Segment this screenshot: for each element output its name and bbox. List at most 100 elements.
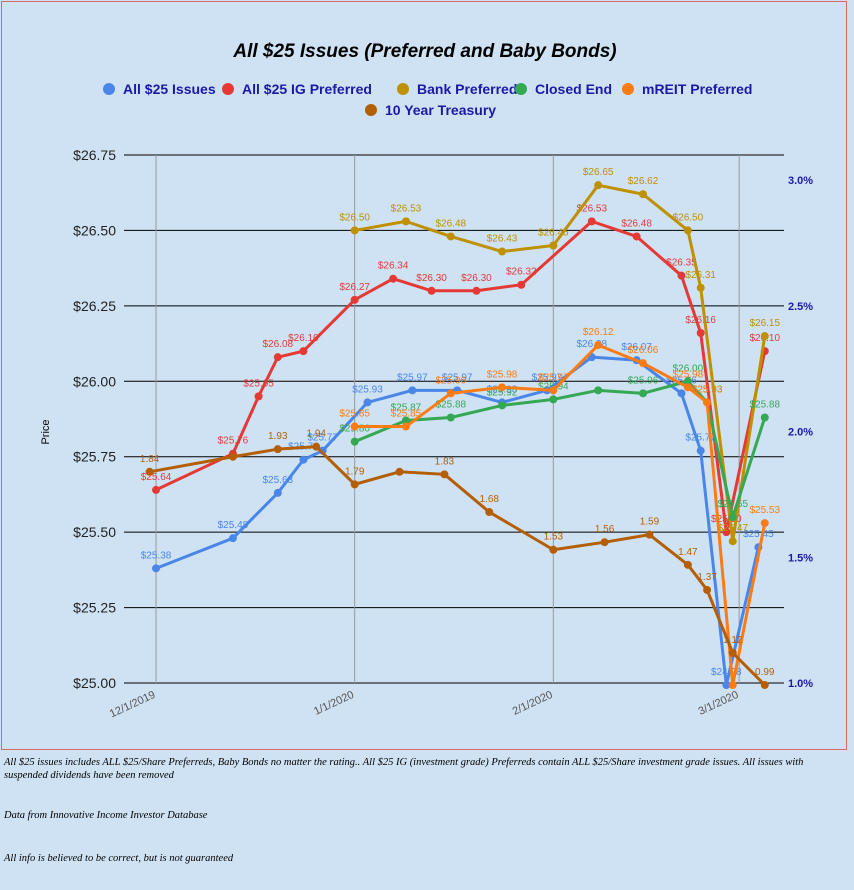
y-tick-label: $25.50 bbox=[73, 524, 116, 540]
data-label: $25.98 bbox=[487, 369, 518, 380]
data-label: $26.08 bbox=[576, 339, 607, 350]
data-label: 0.99 bbox=[755, 667, 775, 678]
data-point bbox=[299, 347, 308, 356]
data-point bbox=[677, 389, 686, 398]
data-label: $25.77 bbox=[685, 433, 716, 444]
data-label: $26.10 bbox=[288, 333, 319, 344]
y2-tick-label: 2.5% bbox=[788, 301, 813, 313]
data-label: $25.77 bbox=[307, 433, 338, 444]
data-point bbox=[639, 190, 648, 199]
y-tick-label: $25.00 bbox=[73, 675, 116, 691]
data-point bbox=[645, 530, 654, 539]
data-label: $25.95 bbox=[243, 378, 274, 389]
data-point bbox=[273, 488, 282, 497]
data-label: $26.06 bbox=[628, 345, 659, 356]
data-point bbox=[395, 467, 404, 476]
legend-label-3: Bank Preferred bbox=[417, 81, 517, 97]
data-point bbox=[549, 545, 558, 554]
legend-marker-1 bbox=[103, 83, 115, 95]
data-point bbox=[350, 422, 359, 431]
data-label: $26.48 bbox=[435, 218, 466, 229]
data-label: $25.96 bbox=[435, 375, 466, 386]
data-label: $25.48 bbox=[218, 520, 249, 531]
chart-title: All $25 Issues (Preferred and Baby Bonds… bbox=[232, 41, 616, 62]
series-line-6 bbox=[149, 445, 766, 687]
data-point bbox=[401, 422, 410, 431]
data-point bbox=[639, 389, 648, 398]
y-tick-label: $26.75 bbox=[73, 147, 116, 163]
data-point bbox=[760, 681, 769, 689]
y-tick-label: $25.75 bbox=[73, 449, 116, 465]
data-point bbox=[350, 480, 359, 489]
data-label: $25.97 bbox=[538, 372, 569, 383]
data-point bbox=[696, 446, 705, 455]
data-point bbox=[703, 398, 712, 407]
data-label: $25.93 bbox=[352, 384, 383, 395]
data-label: $26.53 bbox=[576, 203, 607, 214]
data-point bbox=[498, 383, 507, 392]
data-label: 1.93 bbox=[268, 431, 288, 442]
data-label: $25.97 bbox=[532, 372, 563, 383]
data-label: $26.07 bbox=[621, 342, 652, 353]
data-point bbox=[728, 537, 737, 546]
series-line-1 bbox=[155, 355, 760, 687]
data-point bbox=[517, 280, 526, 289]
data-point bbox=[446, 389, 455, 398]
data-point bbox=[228, 452, 237, 461]
footnote-disclaimer: All info is believed to be correct, but … bbox=[4, 853, 234, 864]
legend-marker-2 bbox=[222, 83, 234, 95]
legend-label-4: Closed End bbox=[535, 81, 612, 97]
data-label: $24.98 bbox=[711, 667, 742, 678]
data-label: $25.64 bbox=[141, 472, 172, 483]
data-point bbox=[472, 286, 481, 295]
data-label: 1.56 bbox=[595, 524, 615, 535]
data-label: 1.94 bbox=[306, 429, 326, 440]
data-point bbox=[696, 283, 705, 292]
data-point bbox=[760, 519, 769, 528]
data-point bbox=[600, 538, 609, 547]
data-point bbox=[549, 386, 558, 395]
data-point bbox=[427, 286, 436, 295]
data-label: $25.38 bbox=[141, 550, 172, 561]
data-point bbox=[401, 217, 410, 226]
data-point bbox=[639, 359, 648, 368]
data-label: 1.37 bbox=[697, 572, 717, 583]
data-point bbox=[312, 442, 321, 451]
data-point bbox=[683, 560, 692, 569]
data-label: 1.79 bbox=[345, 466, 365, 477]
data-label: $26.50 bbox=[339, 212, 370, 223]
data-label: $26.30 bbox=[461, 273, 492, 284]
data-label: $26.50 bbox=[673, 212, 704, 223]
data-point bbox=[254, 392, 263, 401]
x-tick-label: 12/1/2019 bbox=[108, 689, 157, 721]
data-label: $26.30 bbox=[416, 273, 447, 284]
data-point bbox=[683, 377, 692, 386]
data-point bbox=[350, 295, 359, 304]
y-tick-label: $26.00 bbox=[73, 373, 116, 389]
data-point bbox=[587, 217, 596, 226]
data-point bbox=[389, 274, 398, 283]
data-label: $26.48 bbox=[621, 218, 652, 229]
data-label: $26.43 bbox=[487, 234, 518, 245]
data-label: $25.53 bbox=[749, 505, 780, 516]
data-point bbox=[446, 413, 455, 422]
data-label: $26.12 bbox=[583, 327, 614, 338]
line-chart: All $25 Issues (Preferred and Baby Bonds… bbox=[40, 41, 813, 721]
y-axis-label: Price bbox=[40, 419, 52, 444]
data-point bbox=[632, 232, 641, 241]
chart-frame: All $25 Issues (Preferred and Baby Bonds… bbox=[1, 1, 847, 750]
data-point bbox=[145, 467, 154, 476]
data-label: $25.97 bbox=[442, 372, 473, 383]
data-label: $25.87 bbox=[391, 403, 422, 414]
footnote-definitions: All $25 issues includes ALL $25/Share Pr… bbox=[4, 757, 804, 781]
data-point bbox=[683, 383, 692, 392]
data-label: $25.88 bbox=[749, 399, 780, 410]
data-label: 1.12 bbox=[723, 635, 743, 646]
data-point bbox=[760, 332, 769, 341]
data-point bbox=[549, 395, 558, 404]
data-point bbox=[299, 455, 308, 464]
legend-marker-4 bbox=[515, 83, 527, 95]
data-point bbox=[722, 681, 731, 689]
data-point bbox=[703, 585, 712, 594]
data-point bbox=[722, 528, 731, 537]
